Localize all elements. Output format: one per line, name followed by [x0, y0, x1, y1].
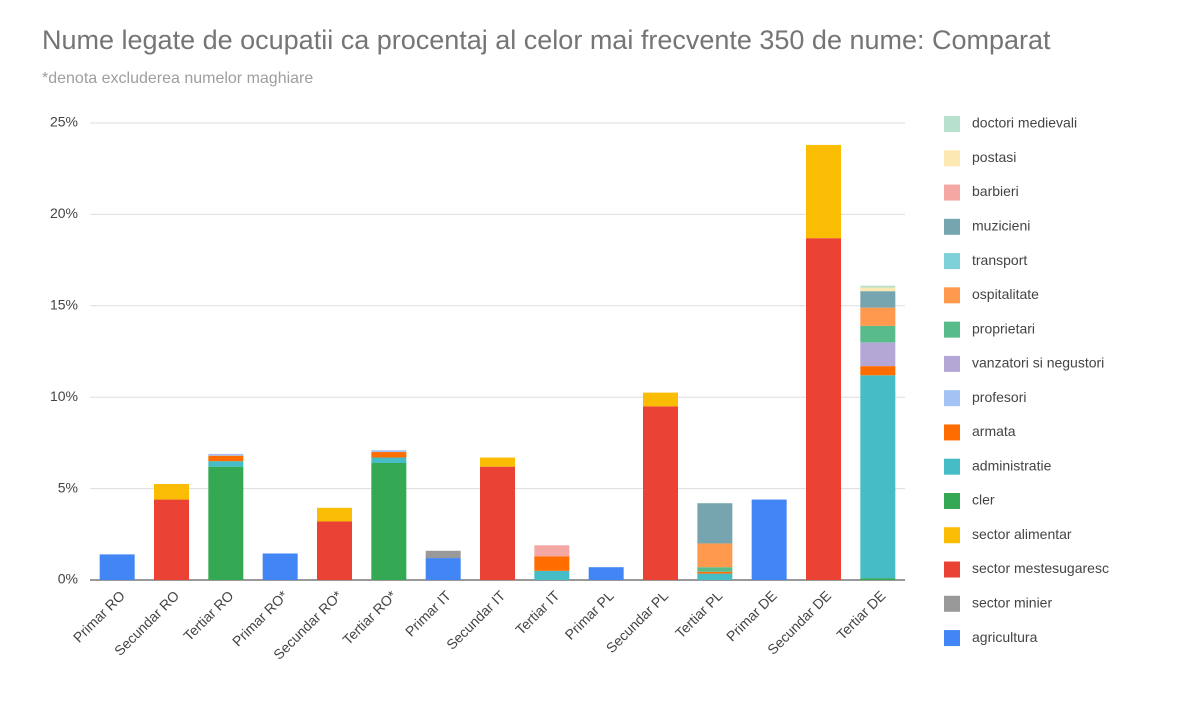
x-tick-label: Tertiar RO* [339, 587, 400, 648]
x-tick-label: Tertiar RO [180, 587, 236, 643]
legend-label: sector alimentar [972, 526, 1072, 542]
legend-label: proprietari [972, 320, 1035, 336]
x-tick-label: Primar DE [723, 587, 780, 644]
y-tick-label: 10% [50, 388, 78, 404]
bar-segment [208, 461, 244, 467]
x-tick-label: Tertiar PL [672, 587, 726, 641]
legend-swatch [944, 116, 960, 132]
legend-swatch [944, 150, 960, 167]
x-tick-label: Tertiar IT [512, 587, 563, 638]
x-tick-label: Primar RO [70, 587, 128, 645]
bar-segment [697, 567, 733, 572]
legend-label: postasi [972, 149, 1016, 165]
y-tick-label: 0% [58, 571, 78, 587]
bar-segment [860, 291, 896, 308]
legend-label: agricultura [972, 629, 1038, 645]
legend-swatch [944, 492, 960, 509]
legend-label: sector mestesugaresc [972, 560, 1109, 576]
bar-segment [860, 307, 896, 326]
bar-segment [425, 550, 461, 559]
bar-segment [588, 567, 624, 580]
bar-segment [534, 570, 570, 580]
bar-segment [480, 457, 515, 467]
legend-swatch [944, 424, 960, 441]
legend-swatch [944, 287, 960, 304]
bar-segment [317, 507, 352, 522]
bar-segment [208, 453, 244, 456]
chart-subtitle: *denota excluderea numelor maghiare [42, 70, 313, 87]
bar-segment [371, 450, 407, 453]
bar-segment [697, 503, 733, 544]
bar-segment [262, 553, 298, 580]
bar-segment [317, 521, 352, 580]
legend-swatch [944, 321, 960, 338]
bar-segment [643, 392, 678, 407]
bar-segment [697, 573, 733, 580]
legend-label: transport [972, 252, 1027, 268]
bar-segment [643, 406, 678, 580]
legend-label: cler [972, 492, 995, 508]
bar-segment [806, 238, 841, 580]
y-tick-label: 20% [50, 205, 78, 221]
bar-segment [697, 543, 733, 568]
x-tick-label: Tertiar DE [833, 587, 888, 642]
legend-swatch [944, 527, 960, 544]
y-tick-label: 25% [50, 114, 78, 130]
bar-segment [860, 325, 896, 343]
chart-title: Nume legate de ocupatii ca procentaj al … [42, 25, 1051, 55]
bar-segment [860, 285, 896, 288]
bar-segment [154, 484, 189, 500]
bar-segment [697, 571, 733, 574]
legend-label: sector minier [972, 594, 1052, 610]
legend-label: vanzatori si negustori [972, 355, 1104, 371]
y-tick-label: 15% [50, 297, 78, 313]
legend-swatch [944, 390, 960, 407]
bar-segment [860, 342, 896, 367]
legend-swatch [944, 253, 960, 270]
bar-segment [806, 144, 841, 239]
legend-swatch [944, 458, 960, 475]
legend-label: armata [972, 423, 1016, 439]
bar-segment [751, 499, 787, 580]
legend-swatch [944, 630, 960, 647]
bar-segment [860, 578, 896, 580]
x-tick-label: Secundar IT [443, 587, 509, 653]
bar-segment [154, 499, 189, 580]
bar-segment [371, 463, 407, 580]
x-tick-label: Primar IT [402, 587, 454, 639]
bar-segment [99, 554, 135, 580]
legend-swatch [944, 184, 960, 201]
legend-label: administratie [972, 457, 1052, 473]
legend-label: profesori [972, 389, 1026, 405]
legend-swatch [944, 561, 960, 578]
y-tick-label: 5% [58, 479, 78, 495]
legend-label: barbieri [972, 183, 1019, 199]
bar-segment [208, 466, 244, 580]
legend-label: ospitalitate [972, 286, 1039, 302]
legend-label: doctori medievali [972, 115, 1077, 131]
bar-segment [425, 558, 461, 580]
legend-swatch [944, 218, 960, 235]
bar-segment [371, 457, 407, 464]
legend-swatch [944, 595, 960, 612]
legend-label: muzicieni [972, 218, 1030, 234]
x-tick-label: Primar PL [562, 587, 617, 642]
bar-segment [860, 287, 896, 292]
bar-segment [534, 556, 570, 571]
bar-segment [371, 452, 407, 458]
bar-segment [480, 466, 515, 580]
bar-segment [208, 455, 244, 462]
bar-segment [860, 366, 896, 376]
bar-segment [534, 545, 570, 557]
legend-swatch [944, 355, 960, 372]
bar-segment [860, 375, 896, 579]
